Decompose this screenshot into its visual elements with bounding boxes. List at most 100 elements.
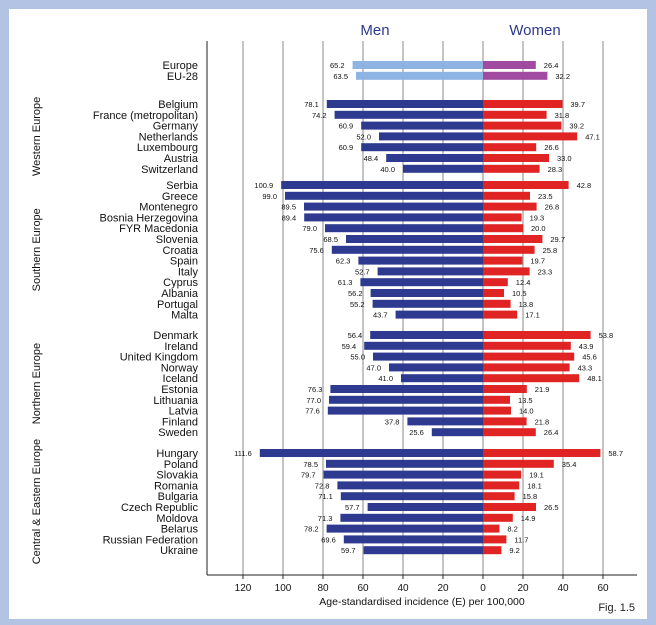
- women-value-label: 12.4: [516, 278, 531, 287]
- country-label: Russian Federation: [103, 534, 198, 546]
- country-label: Estonia: [161, 384, 199, 396]
- women-value-label: 17.1: [525, 311, 540, 320]
- men-bar: [431, 428, 483, 437]
- women-bar: [483, 363, 570, 372]
- men-bar: [370, 331, 483, 339]
- women-bar: [483, 406, 511, 415]
- men-value-label: 77.6: [305, 407, 320, 416]
- women-bar: [483, 256, 523, 265]
- men-value-label: 89.5: [281, 203, 296, 212]
- women-bar: [483, 202, 537, 211]
- men-bar: [377, 267, 483, 276]
- men-value-label: 60.9: [339, 122, 354, 131]
- men-value-label: 40.0: [380, 165, 395, 174]
- women-value-label: 14.0: [519, 407, 534, 416]
- men-value-label: 48.4: [364, 154, 379, 163]
- country-label: Germany: [153, 121, 199, 133]
- women-value-label: 43.3: [578, 363, 593, 372]
- country-label: Switzerland: [141, 164, 198, 176]
- women-value-label: 21.8: [535, 417, 550, 426]
- country-label: Spain: [170, 256, 198, 268]
- men-value-label: 59.4: [342, 342, 357, 351]
- women-value-label: 47.1: [585, 132, 600, 141]
- country-label: Albania: [161, 288, 199, 300]
- men-value-label: 55.0: [350, 353, 365, 362]
- x-tick-label: 20: [437, 583, 449, 594]
- women-value-label: 33.0: [557, 154, 572, 163]
- country-label: Greece: [162, 191, 198, 203]
- men-bar: [346, 235, 483, 243]
- women-bar: [483, 481, 520, 490]
- x-tick-label: 40: [397, 583, 409, 594]
- women-value-label: 39.7: [570, 100, 585, 109]
- figure-panel: 120 100 80 60 40 20 0 20 40 60 Men Women Age-standar…: [9, 9, 647, 619]
- country-label: Ireland: [164, 341, 198, 353]
- region-label: Western Europe: [31, 97, 43, 176]
- women-value-label: 10.5: [512, 289, 527, 298]
- country-label: Luxembourg: [137, 142, 198, 154]
- women-bar: [483, 310, 518, 319]
- women-bar: [483, 513, 513, 522]
- women-bar: [483, 61, 536, 69]
- women-bar: [483, 524, 500, 533]
- country-label: Lithuania: [153, 395, 199, 407]
- country-label: Slovenia: [156, 234, 199, 246]
- men-bar: [343, 535, 483, 544]
- men-bar: [372, 299, 483, 308]
- men-bar: [340, 492, 483, 501]
- women-bar: [483, 235, 543, 243]
- country-label: Hungary: [156, 448, 198, 460]
- women-value-label: 26.4: [544, 428, 559, 437]
- women-bar: [483, 143, 537, 152]
- x-tick-label: 120: [235, 583, 252, 594]
- women-value-label: 31.8: [555, 111, 570, 120]
- men-value-label: 41.0: [378, 374, 393, 383]
- men-bar: [407, 417, 483, 426]
- women-value-label: 32.2: [555, 72, 570, 81]
- men-bar: [326, 100, 483, 108]
- men-value-label: 77.0: [306, 396, 321, 405]
- men-value-label: 75.6: [309, 246, 324, 255]
- men-value-label: 52.7: [355, 267, 370, 276]
- country-label: Europe: [163, 60, 198, 72]
- women-bar: [483, 417, 527, 426]
- country-label: United Kingdom: [120, 352, 198, 364]
- men-value-label: 59.7: [341, 546, 356, 555]
- country-label: Finland: [162, 416, 198, 428]
- women-value-label: 28.3: [548, 165, 563, 174]
- women-value-label: 42.8: [577, 181, 592, 190]
- women-value-label: 19.1: [529, 471, 544, 480]
- women-value-label: 14.9: [521, 514, 536, 523]
- women-bar: [483, 164, 540, 173]
- country-label: Latvia: [169, 406, 199, 418]
- men-bar: [361, 143, 483, 152]
- men-bar: [364, 341, 483, 350]
- women-value-label: 29.7: [550, 235, 565, 244]
- women-bar: [483, 267, 530, 276]
- country-label: Czech Republic: [121, 502, 199, 514]
- men-bar: [304, 202, 483, 211]
- women-bar: [483, 213, 522, 222]
- men-bar: [373, 352, 483, 361]
- country-label: Iceland: [163, 373, 198, 385]
- men-bar: [352, 61, 483, 69]
- country-label: Ukraine: [160, 545, 198, 557]
- men-bar: [356, 71, 483, 80]
- women-value-label: 35.4: [562, 460, 577, 469]
- men-bar: [330, 385, 483, 393]
- men-bar: [325, 224, 483, 233]
- men-value-label: 25.6: [409, 428, 424, 437]
- series-heading-men: Men: [360, 22, 389, 39]
- men-value-label: 78.1: [304, 100, 319, 109]
- country-label: Belgium: [158, 99, 198, 111]
- men-bar: [331, 245, 483, 254]
- women-bar: [483, 331, 591, 339]
- back-to-back-bar-chart: 120 100 80 60 40 20 0 20 40 60 Men Women Age-standar…: [31, 22, 637, 608]
- country-label: Sweden: [158, 427, 198, 439]
- men-bar: [334, 110, 483, 119]
- women-bar: [483, 352, 575, 361]
- men-bar: [403, 164, 483, 173]
- men-value-label: 79.7: [301, 471, 316, 480]
- country-label: Bosnia Herzegovina: [100, 212, 199, 224]
- men-value-label: 56.2: [348, 289, 363, 298]
